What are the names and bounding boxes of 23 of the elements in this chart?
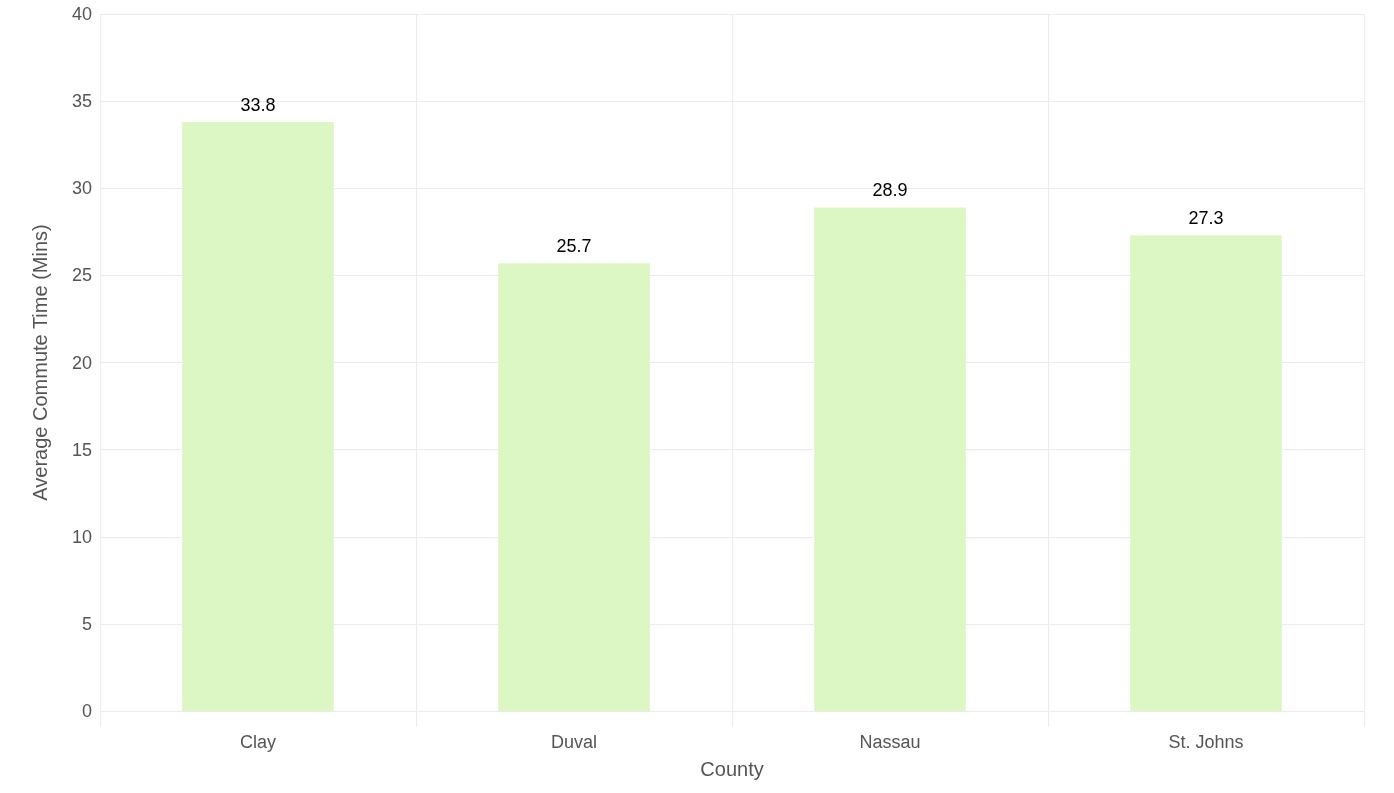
- bar: [182, 122, 334, 711]
- data-label: 25.7: [556, 236, 592, 257]
- bar: [814, 207, 966, 711]
- y-axis-title: Average Commute Time (Mins): [29, 224, 51, 501]
- bar: [1130, 235, 1282, 711]
- y-tick-label: 30: [71, 178, 92, 199]
- x-tick-label: Nassau: [859, 732, 921, 752]
- y-tick-label: 15: [71, 439, 92, 460]
- y-tick-label: 5: [81, 613, 92, 634]
- x-tick-label: Duval: [550, 732, 598, 752]
- y-tick-label: 40: [71, 4, 92, 24]
- y-tick-label: 0: [81, 701, 92, 721]
- x-tick-label: St. Johns: [1168, 732, 1244, 752]
- x-axis-title: County: [700, 758, 764, 780]
- data-label: 33.8: [240, 95, 276, 116]
- y-tick-label: 20: [71, 352, 92, 373]
- y-tick-label: 10: [71, 526, 92, 547]
- y-tick-label: 25: [71, 265, 92, 286]
- data-label: 27.3: [1188, 208, 1224, 229]
- x-tick-label: Clay: [239, 732, 277, 752]
- data-label: 28.9: [872, 180, 908, 201]
- y-tick-label: 35: [71, 91, 92, 112]
- bar: [498, 263, 650, 711]
